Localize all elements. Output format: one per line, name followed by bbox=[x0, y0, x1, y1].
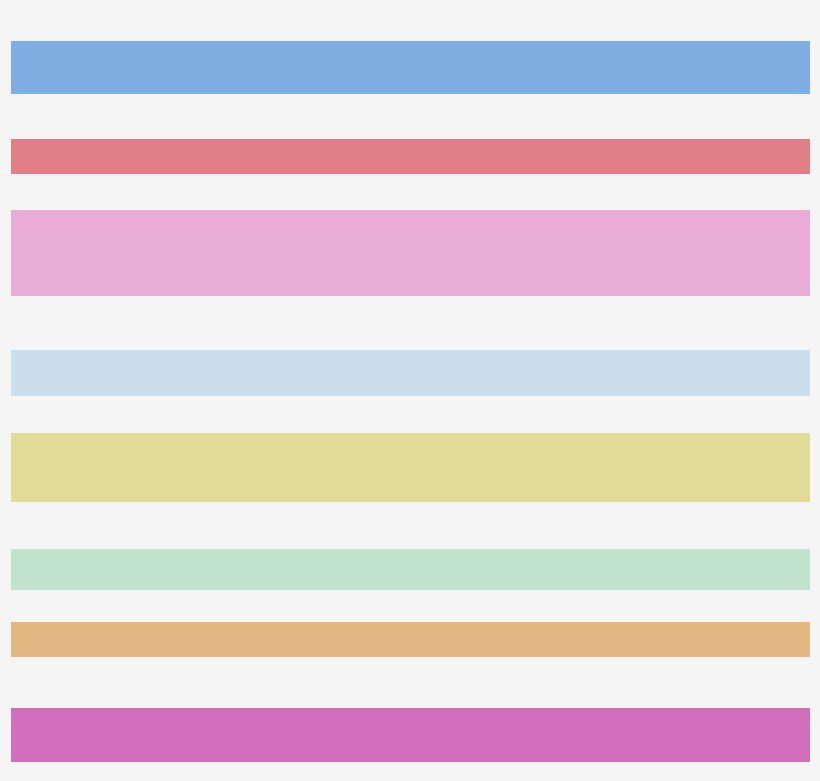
band bbox=[11, 41, 810, 94]
band bbox=[11, 210, 810, 296]
band bbox=[11, 139, 810, 174]
band bbox=[11, 549, 810, 590]
band bbox=[11, 622, 810, 657]
band bbox=[11, 708, 810, 762]
band bbox=[11, 350, 810, 396]
band bbox=[11, 433, 810, 502]
